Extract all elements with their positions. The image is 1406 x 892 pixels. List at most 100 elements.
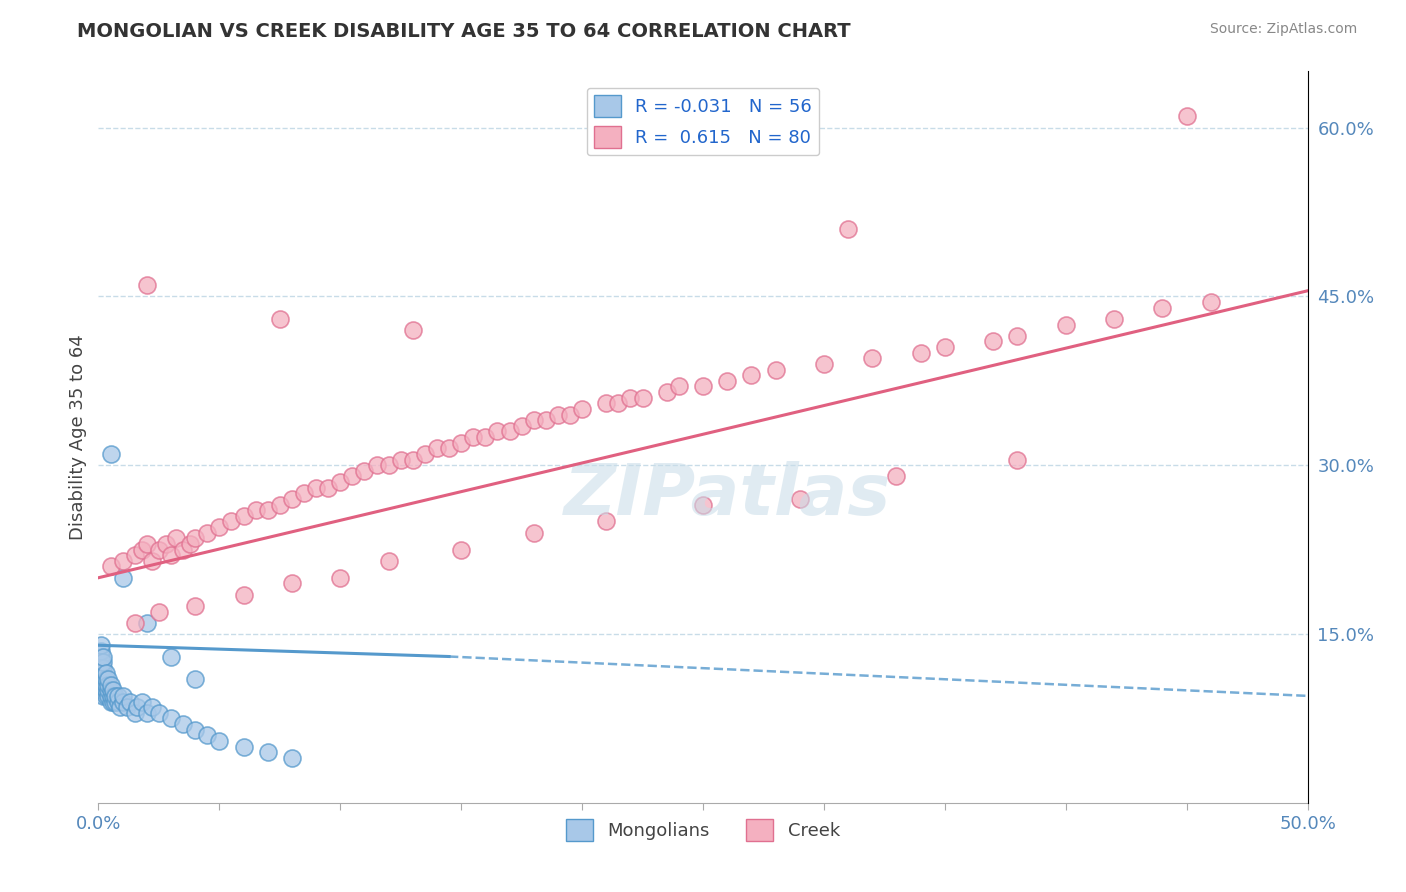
Point xyxy=(127,700,149,714)
Point xyxy=(100,447,122,461)
Point xyxy=(281,751,304,765)
Point xyxy=(692,379,714,393)
Point xyxy=(558,408,581,422)
Point xyxy=(148,605,170,619)
Point xyxy=(94,672,117,686)
Point xyxy=(1102,312,1125,326)
Point xyxy=(111,554,134,568)
Point xyxy=(124,548,146,562)
Point xyxy=(668,379,690,393)
Point xyxy=(94,683,117,698)
Point xyxy=(184,532,207,546)
Point xyxy=(131,694,153,708)
Point xyxy=(607,396,630,410)
Point xyxy=(91,678,114,692)
Point xyxy=(195,525,218,540)
Point xyxy=(104,694,127,708)
Point xyxy=(292,486,315,500)
Point xyxy=(1054,318,1077,332)
Point xyxy=(160,548,183,562)
Point xyxy=(981,334,1004,349)
Point xyxy=(1199,295,1222,310)
Point xyxy=(934,340,956,354)
Point xyxy=(111,689,134,703)
Point xyxy=(91,661,114,675)
Point xyxy=(232,588,254,602)
Point xyxy=(97,678,120,692)
Point xyxy=(90,683,112,698)
Point xyxy=(160,649,183,664)
Point xyxy=(107,694,129,708)
Point xyxy=(316,481,339,495)
Point xyxy=(101,689,124,703)
Point xyxy=(523,413,546,427)
Point xyxy=(402,323,425,337)
Point xyxy=(256,503,278,517)
Point xyxy=(353,464,375,478)
Point xyxy=(97,689,120,703)
Point xyxy=(342,469,364,483)
Point xyxy=(101,683,124,698)
Point xyxy=(141,554,163,568)
Point xyxy=(179,537,201,551)
Point xyxy=(281,576,304,591)
Point xyxy=(716,374,738,388)
Point xyxy=(94,689,117,703)
Point xyxy=(534,413,557,427)
Point xyxy=(221,515,243,529)
Point xyxy=(463,430,485,444)
Point xyxy=(402,452,425,467)
Point xyxy=(813,357,835,371)
Point xyxy=(377,458,399,473)
Point xyxy=(165,532,187,546)
Point xyxy=(1175,109,1198,123)
Point xyxy=(135,615,157,630)
Point xyxy=(91,666,114,681)
Point xyxy=(281,491,304,506)
Point xyxy=(135,278,157,293)
Point xyxy=(101,694,124,708)
Point xyxy=(426,442,449,456)
Point xyxy=(111,694,134,708)
Point xyxy=(860,351,883,366)
Point xyxy=(789,491,811,506)
Point xyxy=(124,615,146,630)
Point xyxy=(155,537,177,551)
Point xyxy=(117,700,139,714)
Point xyxy=(450,435,472,450)
Point xyxy=(619,391,641,405)
Point xyxy=(523,525,546,540)
Point xyxy=(148,706,170,720)
Point xyxy=(910,345,932,359)
Point xyxy=(91,655,114,669)
Point xyxy=(90,678,112,692)
Point xyxy=(91,672,114,686)
Point xyxy=(269,498,291,512)
Point xyxy=(90,672,112,686)
Point xyxy=(90,666,112,681)
Point xyxy=(141,700,163,714)
Point xyxy=(184,599,207,613)
Point xyxy=(765,362,787,376)
Point xyxy=(413,447,436,461)
Point xyxy=(160,711,183,725)
Point xyxy=(195,728,218,742)
Point xyxy=(94,678,117,692)
Point xyxy=(90,649,112,664)
Point xyxy=(437,442,460,456)
Text: ZIPatlas: ZIPatlas xyxy=(564,461,891,530)
Point xyxy=(655,385,678,400)
Point xyxy=(135,706,157,720)
Point xyxy=(256,745,278,759)
Point xyxy=(91,689,114,703)
Point xyxy=(232,739,254,754)
Point xyxy=(172,542,194,557)
Point xyxy=(886,469,908,483)
Point xyxy=(305,481,328,495)
Point xyxy=(740,368,762,383)
Point xyxy=(184,672,207,686)
Point xyxy=(135,537,157,551)
Point xyxy=(1007,328,1029,343)
Point xyxy=(104,689,127,703)
Point xyxy=(100,559,122,574)
